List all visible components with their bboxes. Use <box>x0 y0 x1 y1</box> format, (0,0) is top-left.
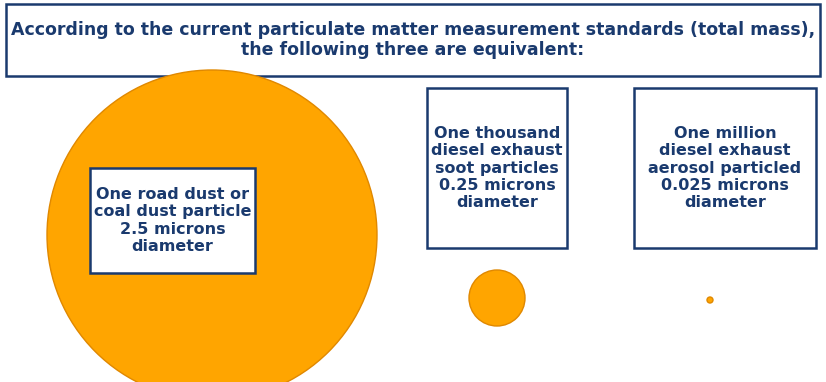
Text: One thousand
diesel exhaust
soot particles
0.25 microns
diameter: One thousand diesel exhaust soot particl… <box>431 126 563 210</box>
Text: One million
diesel exhaust
aerosol particled
0.025 microns
diameter: One million diesel exhaust aerosol parti… <box>648 126 801 210</box>
Bar <box>90 168 255 273</box>
Bar <box>634 88 816 248</box>
Circle shape <box>707 297 713 303</box>
Bar <box>6 4 820 76</box>
Text: One road dust or
coal dust particle
2.5 microns
diameter: One road dust or coal dust particle 2.5 … <box>93 187 251 254</box>
Bar <box>427 88 567 248</box>
Text: According to the current particulate matter measurement standards (total mass),
: According to the current particulate mat… <box>11 21 815 59</box>
Circle shape <box>469 270 525 326</box>
Circle shape <box>47 70 377 382</box>
